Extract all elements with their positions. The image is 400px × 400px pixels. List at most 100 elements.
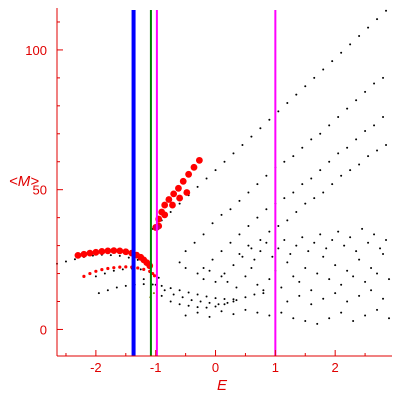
y-axis-title: <M>	[9, 173, 39, 190]
data-point	[379, 247, 382, 250]
series-2	[82, 265, 157, 278]
data-point	[235, 299, 238, 302]
data-point	[304, 202, 307, 205]
data-point	[313, 76, 316, 79]
data-point	[349, 236, 352, 239]
data-point	[160, 284, 163, 287]
data-point	[250, 266, 253, 269]
data-point	[382, 76, 385, 79]
data-point	[160, 294, 163, 297]
data-point	[121, 268, 124, 271]
axes	[56, 8, 392, 357]
ticks: -2 -1 0 1 2 0 50 100	[25, 21, 366, 375]
data-point	[268, 118, 271, 121]
data-point	[157, 276, 160, 279]
data-point	[109, 254, 112, 257]
data-point	[199, 300, 202, 303]
data-point	[92, 248, 100, 256]
data-point	[340, 311, 343, 314]
data-point	[262, 292, 265, 295]
data-point	[331, 183, 334, 186]
data-point	[241, 143, 244, 146]
data-point	[161, 211, 169, 219]
data-point	[232, 313, 235, 316]
data-point	[349, 43, 352, 46]
data-point	[304, 85, 307, 88]
x-axis-title: E	[217, 377, 228, 394]
data-point	[346, 146, 349, 149]
data-point	[244, 308, 247, 311]
data-point	[238, 199, 241, 202]
data-point	[142, 267, 146, 271]
data-point	[116, 247, 124, 255]
data-point	[295, 93, 298, 96]
data-point	[214, 169, 217, 172]
data-point	[202, 278, 205, 281]
y-tick-label: 50	[33, 183, 47, 198]
data-point	[280, 286, 283, 289]
data-point	[104, 247, 112, 255]
data-point	[265, 174, 268, 177]
data-point	[337, 152, 340, 155]
data-point	[170, 190, 178, 198]
data-point	[325, 247, 328, 250]
data-point	[152, 274, 157, 278]
data-point	[259, 127, 262, 130]
data-point	[208, 301, 211, 304]
data-point	[238, 233, 241, 236]
data-point	[169, 300, 172, 303]
data-point	[322, 191, 325, 194]
data-point	[220, 275, 223, 278]
data-point	[183, 189, 191, 196]
data-point	[241, 255, 244, 258]
data-point	[382, 297, 385, 300]
data-point	[286, 102, 289, 105]
x-tick-label: -1	[150, 360, 162, 375]
data-point	[286, 219, 289, 222]
data-point	[229, 241, 232, 244]
data-point	[298, 280, 301, 283]
data-point	[286, 300, 289, 303]
data-point	[94, 269, 98, 273]
data-point	[86, 249, 94, 257]
data-point	[152, 292, 155, 295]
data-point	[244, 275, 247, 278]
data-point	[178, 261, 181, 264]
data-point	[352, 275, 355, 278]
data-point	[178, 202, 181, 205]
data-point	[322, 68, 325, 71]
data-point	[340, 283, 343, 286]
data-point	[376, 308, 379, 311]
data-point	[385, 9, 388, 12]
data-point	[223, 303, 226, 306]
data-point	[277, 225, 280, 228]
data-point	[292, 155, 295, 158]
data-point	[256, 183, 259, 186]
data-point	[178, 289, 181, 292]
data-point	[328, 317, 331, 320]
data-point	[268, 314, 271, 317]
data-point	[187, 304, 190, 307]
data-point	[214, 297, 217, 300]
data-point	[223, 160, 226, 163]
data-point	[370, 266, 373, 269]
data-point	[358, 294, 361, 297]
data-point	[238, 252, 241, 255]
data-point	[196, 306, 199, 309]
series-0	[56, 9, 391, 325]
data-point	[178, 303, 181, 306]
data-point	[316, 322, 319, 325]
data-point	[118, 254, 121, 257]
data-point	[367, 26, 370, 29]
data-point	[214, 280, 217, 283]
data-point	[195, 156, 203, 164]
data-point	[187, 291, 190, 294]
data-point	[334, 264, 337, 267]
data-point	[165, 196, 173, 203]
data-point	[349, 169, 352, 172]
data-point	[124, 284, 127, 287]
data-point	[94, 275, 97, 278]
data-point	[244, 296, 247, 299]
x-tick-label: -2	[90, 360, 102, 375]
data-point	[247, 191, 250, 194]
